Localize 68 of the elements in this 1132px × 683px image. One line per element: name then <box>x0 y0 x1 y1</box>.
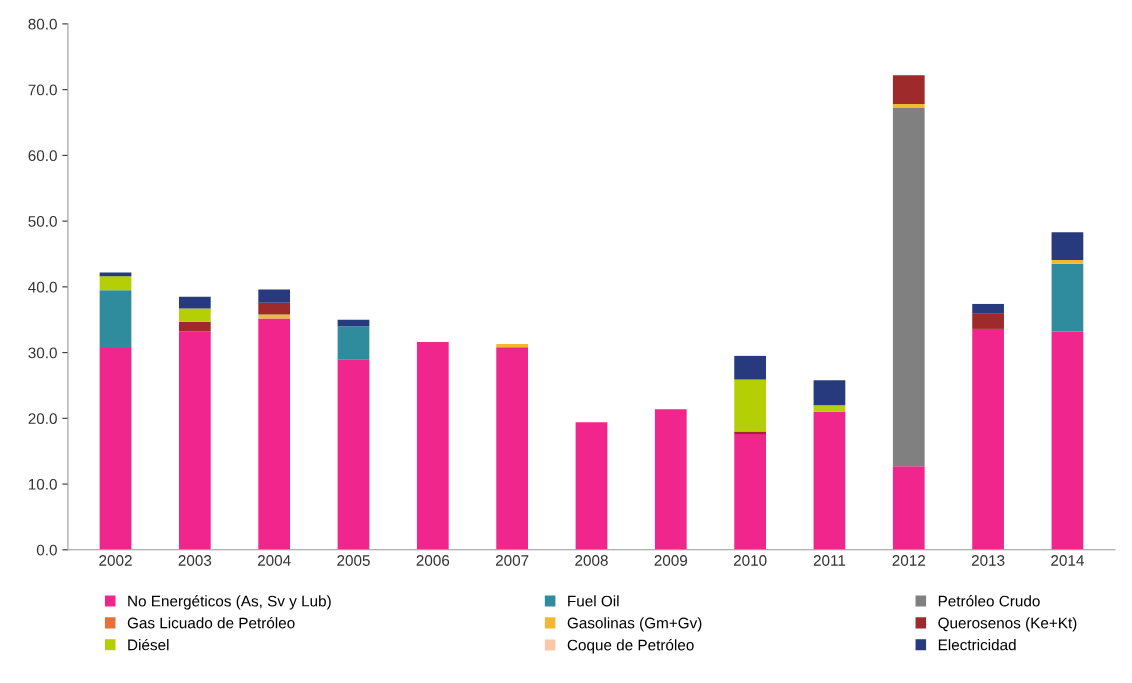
bar <box>813 411 846 550</box>
bar <box>99 276 132 291</box>
bar <box>178 321 211 332</box>
bar <box>496 344 529 348</box>
legend-label: Gas Licuado de Petróleo <box>127 617 295 629</box>
bar <box>258 289 291 303</box>
bar <box>575 422 608 550</box>
x-tick-label: 2012 <box>892 555 925 566</box>
bar <box>972 328 1004 550</box>
x-tick-label: 2009 <box>654 555 688 566</box>
legend-label: Gasolinas (Gm+Gv) <box>567 617 702 632</box>
y-tick-label: 10.0 <box>28 478 57 490</box>
y-tick-label: 30.0 <box>28 347 57 359</box>
x-tick-label: 2002 <box>99 555 132 566</box>
y-tick-label: 80.0 <box>28 18 57 30</box>
bar <box>99 272 132 277</box>
bar <box>258 318 291 550</box>
bar <box>99 290 132 348</box>
y-tick-label: 40.0 <box>28 281 57 293</box>
bar <box>813 380 846 406</box>
bar <box>734 355 766 380</box>
bar <box>178 308 211 322</box>
x-tick-label: 2003 <box>178 555 212 566</box>
bar <box>416 342 449 550</box>
bar <box>892 75 925 105</box>
x-tick-label: 2013 <box>971 555 1005 566</box>
y-tick-label: 20.0 <box>28 413 57 425</box>
bar <box>496 347 529 550</box>
legend-label: Querosenos (Ke+Kt) <box>938 617 1077 632</box>
legend-label: Diésel <box>128 638 169 651</box>
bar <box>972 303 1004 314</box>
y-tick-label: 50.0 <box>28 215 57 227</box>
x-tick-label: 2005 <box>337 555 370 566</box>
bar <box>813 405 846 412</box>
bar <box>258 302 291 315</box>
bar <box>734 434 766 550</box>
x-tick-label: 2008 <box>575 555 608 566</box>
bar <box>99 348 132 550</box>
bar <box>972 313 1004 329</box>
bar <box>892 466 925 550</box>
x-tick-label: 2010 <box>733 555 767 566</box>
y-tick-label: 60.0 <box>28 150 57 162</box>
x-tick-label: 2004 <box>257 555 291 566</box>
legend-label: Coque de Petróleo <box>567 639 694 654</box>
bar <box>734 379 766 432</box>
x-tick-label: 2011 <box>813 555 846 566</box>
bar <box>178 296 211 309</box>
x-tick-label: 2014 <box>1051 555 1084 566</box>
y-tick-label: 70.0 <box>28 84 57 96</box>
bar <box>654 409 687 550</box>
bar <box>178 331 211 550</box>
bar <box>1051 232 1084 260</box>
legend-label: Electricidad <box>938 639 1016 651</box>
y-tick-label: 0.0 <box>36 544 57 556</box>
x-tick-label: 2007 <box>495 555 529 566</box>
legend-label: Fuel Oil <box>568 595 619 607</box>
bar <box>1051 331 1084 550</box>
bar <box>337 326 370 360</box>
bar <box>337 359 370 550</box>
legend-label: No Energéticos (As, Sv y Lub) <box>128 595 331 610</box>
bar <box>734 431 766 435</box>
bar <box>258 314 291 319</box>
x-tick-label: 2006 <box>416 555 450 566</box>
bar <box>1051 259 1084 264</box>
bar <box>1051 263 1084 332</box>
bar <box>892 104 925 108</box>
bar <box>892 107 925 467</box>
legend-label: Petróleo Crudo <box>938 595 1040 607</box>
